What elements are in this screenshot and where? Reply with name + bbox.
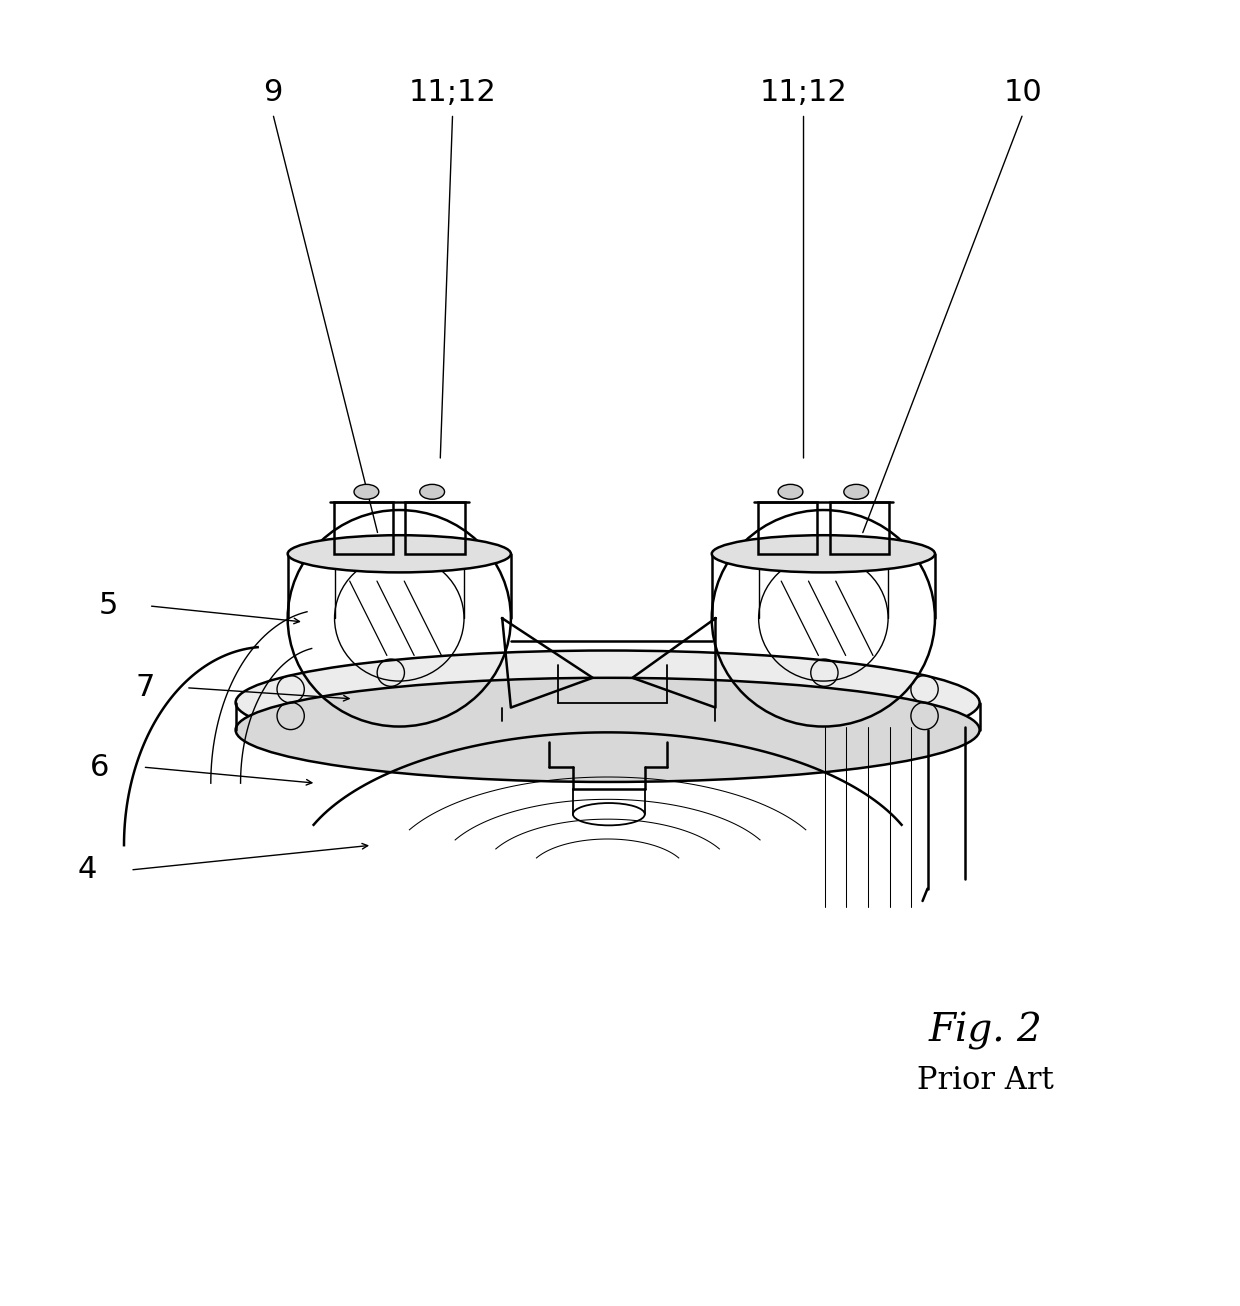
Ellipse shape bbox=[355, 485, 378, 499]
Text: 6: 6 bbox=[89, 752, 109, 781]
Text: 9: 9 bbox=[263, 78, 283, 107]
Text: 11;12: 11;12 bbox=[409, 78, 496, 107]
Ellipse shape bbox=[843, 485, 868, 499]
Text: Prior Art: Prior Art bbox=[918, 1066, 1054, 1096]
Ellipse shape bbox=[712, 535, 935, 572]
Ellipse shape bbox=[288, 535, 511, 572]
Ellipse shape bbox=[779, 485, 804, 499]
Ellipse shape bbox=[236, 650, 980, 755]
Text: 11;12: 11;12 bbox=[760, 78, 847, 107]
Text: 7: 7 bbox=[135, 673, 155, 703]
Bar bbox=[405, 502, 465, 554]
Text: Fig. 2: Fig. 2 bbox=[929, 1012, 1043, 1050]
Text: 10: 10 bbox=[1003, 78, 1043, 107]
Bar bbox=[334, 502, 393, 554]
Text: 5: 5 bbox=[98, 592, 118, 620]
Text: 4: 4 bbox=[77, 855, 97, 884]
Bar bbox=[758, 502, 817, 554]
Ellipse shape bbox=[236, 678, 980, 782]
Ellipse shape bbox=[420, 485, 445, 499]
Bar bbox=[830, 502, 889, 554]
